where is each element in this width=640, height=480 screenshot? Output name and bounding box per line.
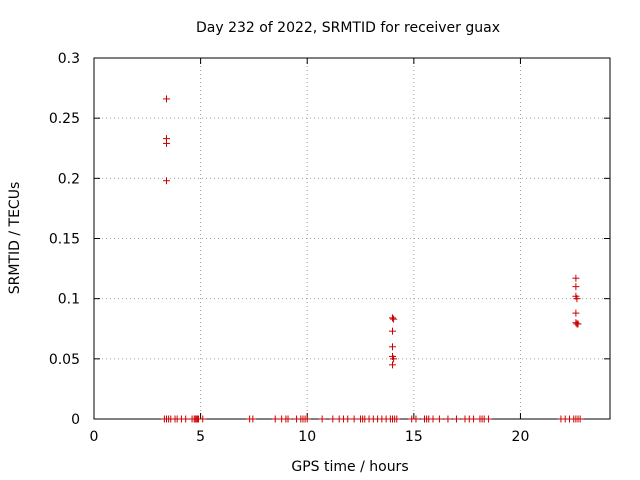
y-tick-labels: 0 0.05 0.1 0.15 0.2 0.25 0.3 <box>49 51 80 428</box>
data-point <box>162 139 170 147</box>
x-tick-label: 15 <box>405 429 423 445</box>
y-tick-label: 0 <box>71 412 80 428</box>
y-tick-label: 0.25 <box>49 111 80 127</box>
data-point <box>573 295 581 303</box>
data-point <box>393 415 401 423</box>
data-point <box>318 415 326 423</box>
data-point <box>271 415 279 423</box>
data-point <box>412 415 420 423</box>
y-tick-label: 0.05 <box>49 352 80 368</box>
data-point <box>329 415 337 423</box>
data-point <box>350 415 358 423</box>
data-point <box>389 361 397 369</box>
data-point <box>572 309 580 317</box>
data-point <box>576 415 584 423</box>
data-point <box>389 327 397 335</box>
data-point <box>572 274 580 282</box>
plot-frame <box>93 57 611 420</box>
data-point <box>249 415 257 423</box>
data-point <box>389 343 397 351</box>
data-point <box>390 315 398 323</box>
y-tick-label: 0.2 <box>58 171 80 187</box>
data-point <box>444 415 452 423</box>
x-tick-label: 10 <box>298 429 316 445</box>
data-point <box>429 415 437 423</box>
data-point <box>162 177 170 185</box>
y-tick-label: 0.1 <box>58 292 80 308</box>
data-point <box>572 283 580 291</box>
data-point <box>303 415 311 423</box>
y-tick-label: 0.15 <box>49 232 80 248</box>
data-point <box>435 415 443 423</box>
axis-ticks <box>93 57 610 420</box>
data-points <box>160 95 584 423</box>
x-tick-labels: 0 5 10 15 20 <box>90 429 530 445</box>
y-tick-label: 0.3 <box>58 51 80 67</box>
x-axis-label: GPS time / hours <box>291 459 408 475</box>
data-point <box>390 355 398 363</box>
grid-lines <box>94 58 610 419</box>
data-point <box>470 415 478 423</box>
data-point <box>182 415 190 423</box>
y-axis-label: SRMTID / TECUs <box>7 182 23 295</box>
data-point <box>389 314 397 322</box>
x-tick-label: 0 <box>90 429 99 445</box>
data-point <box>199 415 207 423</box>
data-point <box>452 415 460 423</box>
x-tick-label: 20 <box>512 429 530 445</box>
data-point <box>162 95 170 103</box>
x-tick-label: 5 <box>196 429 205 445</box>
chart-title: Day 232 of 2022, SRMTID for receiver gua… <box>196 20 500 36</box>
data-point <box>344 415 352 423</box>
data-point <box>284 415 292 423</box>
data-point <box>574 320 582 328</box>
data-point <box>484 415 492 423</box>
